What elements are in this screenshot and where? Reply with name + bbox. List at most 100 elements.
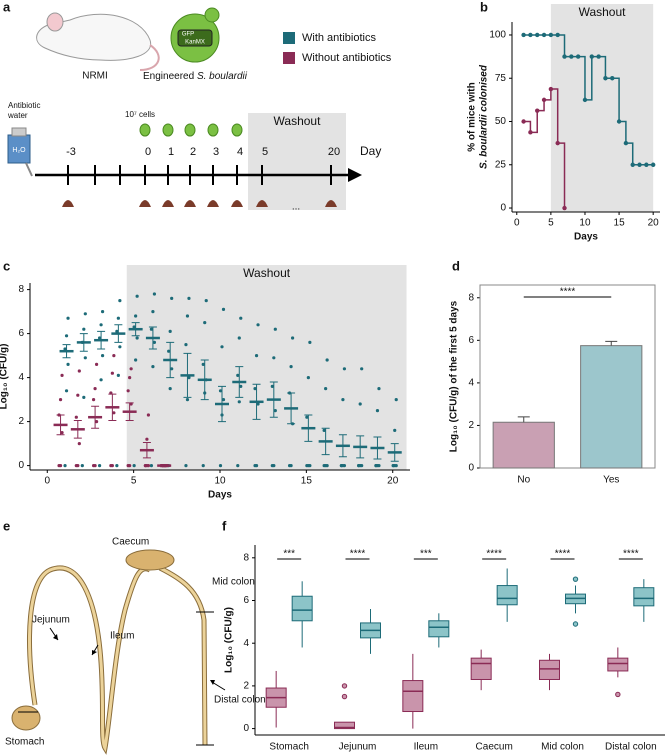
panel-label: e <box>3 518 10 533</box>
data-point <box>616 119 622 124</box>
y-tick-label: 0 <box>500 203 506 214</box>
data-point <box>82 395 86 399</box>
data-point <box>272 356 276 360</box>
timeline-day: 20 <box>328 146 340 158</box>
y-tick-label: 75 <box>495 73 507 84</box>
feces-icon <box>62 200 74 207</box>
data-point <box>152 292 157 296</box>
data-point <box>253 387 257 391</box>
data-point <box>270 384 274 388</box>
cell-dose-icon <box>231 123 243 137</box>
data-point <box>129 367 133 371</box>
x-tick-label: Caecum <box>476 742 513 753</box>
gut-label: Distal colon <box>214 695 266 706</box>
significance-label: **** <box>623 549 639 560</box>
x-tick-label: Ileum <box>414 742 438 753</box>
data-point <box>99 323 103 327</box>
data-point <box>170 367 174 371</box>
chart-title: Washout <box>243 266 291 280</box>
data-point <box>77 442 81 446</box>
data-point <box>528 130 533 135</box>
timeline-day: 5 <box>262 146 268 158</box>
timeline-day: 4 <box>237 146 243 158</box>
data-point <box>221 307 226 311</box>
y-axis-label: Log₁₀ (CFU/g) <box>224 607 235 673</box>
y-tick-label: 4 <box>18 372 24 383</box>
data-point <box>650 162 656 167</box>
data-point <box>170 296 174 300</box>
data-point <box>236 373 240 377</box>
data-point <box>94 420 99 424</box>
washout-region <box>126 265 407 470</box>
data-point <box>58 464 63 468</box>
data-point <box>110 464 114 468</box>
data-point <box>375 409 380 413</box>
panel-label: f <box>222 518 227 533</box>
timeline-day: 2 <box>190 146 196 158</box>
outlier <box>572 621 579 627</box>
data-point <box>134 358 138 362</box>
data-point <box>541 32 547 38</box>
legend-swatch <box>283 32 295 44</box>
y-tick-label: 50 <box>495 116 507 127</box>
cells-label: 10⁷ cells <box>125 110 155 119</box>
timeline-ellipsis: ... <box>292 202 300 213</box>
panel-label: b <box>480 0 488 14</box>
significance-label: **** <box>350 549 366 560</box>
box <box>633 587 655 607</box>
data-point <box>74 415 78 419</box>
data-point <box>308 340 312 344</box>
data-point <box>100 310 105 314</box>
data-point <box>91 398 96 402</box>
data-point <box>644 162 649 167</box>
data-point <box>100 354 105 358</box>
significance-label: **** <box>560 287 576 298</box>
data-point <box>603 76 608 81</box>
x-axis-label: Days <box>208 490 232 501</box>
y-tick-label: 8 <box>468 292 474 303</box>
data-point <box>535 32 540 38</box>
significance-label: *** <box>420 549 432 560</box>
cell-dose-icon <box>207 123 219 137</box>
data-point <box>151 310 155 314</box>
x-tick-label: Jejunum <box>339 742 377 753</box>
x-tick-label: Mid colon <box>541 742 584 753</box>
gut-label: Caecum <box>112 537 149 548</box>
x-tick-label: 15 <box>301 476 313 487</box>
panel-label: c <box>3 258 10 273</box>
feces-icon <box>325 200 337 207</box>
timeline-day: 3 <box>213 146 219 158</box>
data-point <box>63 464 67 468</box>
data-point <box>60 431 64 435</box>
data-point <box>115 464 119 468</box>
data-point <box>76 464 80 468</box>
mouse-icon <box>36 12 160 71</box>
data-point <box>203 321 207 325</box>
box <box>470 657 492 680</box>
data-point <box>112 354 116 358</box>
feces-icon <box>162 200 174 207</box>
cell-dose-icon <box>184 123 196 137</box>
outlier <box>341 693 348 700</box>
feces-icon <box>139 200 151 207</box>
yeast-label-species: S. boulardii <box>197 71 248 82</box>
data-point <box>118 299 122 303</box>
chart-title: Washout <box>579 5 627 19</box>
data-point <box>132 325 136 329</box>
box <box>496 585 518 606</box>
y-tick-label: 0 <box>18 460 24 471</box>
legend-swatch <box>283 52 295 64</box>
data-point <box>185 398 190 402</box>
data-point <box>237 400 241 404</box>
data-point <box>221 398 226 402</box>
data-point <box>116 373 120 377</box>
x-tick-label: No <box>517 475 530 486</box>
data-point <box>555 140 560 146</box>
mouse-label: NRMI <box>82 71 108 82</box>
data-point <box>187 376 191 380</box>
x-tick-label: 20 <box>648 218 660 229</box>
data-point <box>575 54 581 59</box>
timeline-day: -3 <box>66 146 76 158</box>
data-point <box>360 367 364 371</box>
